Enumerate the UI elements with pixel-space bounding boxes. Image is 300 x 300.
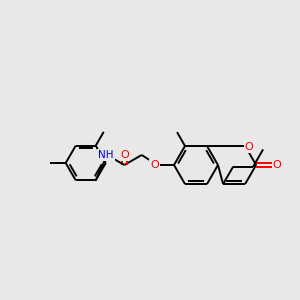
- Text: O: O: [150, 160, 159, 170]
- Text: NH: NH: [98, 150, 114, 160]
- Text: O: O: [245, 142, 254, 152]
- Text: O: O: [120, 150, 129, 160]
- Text: O: O: [273, 160, 281, 170]
